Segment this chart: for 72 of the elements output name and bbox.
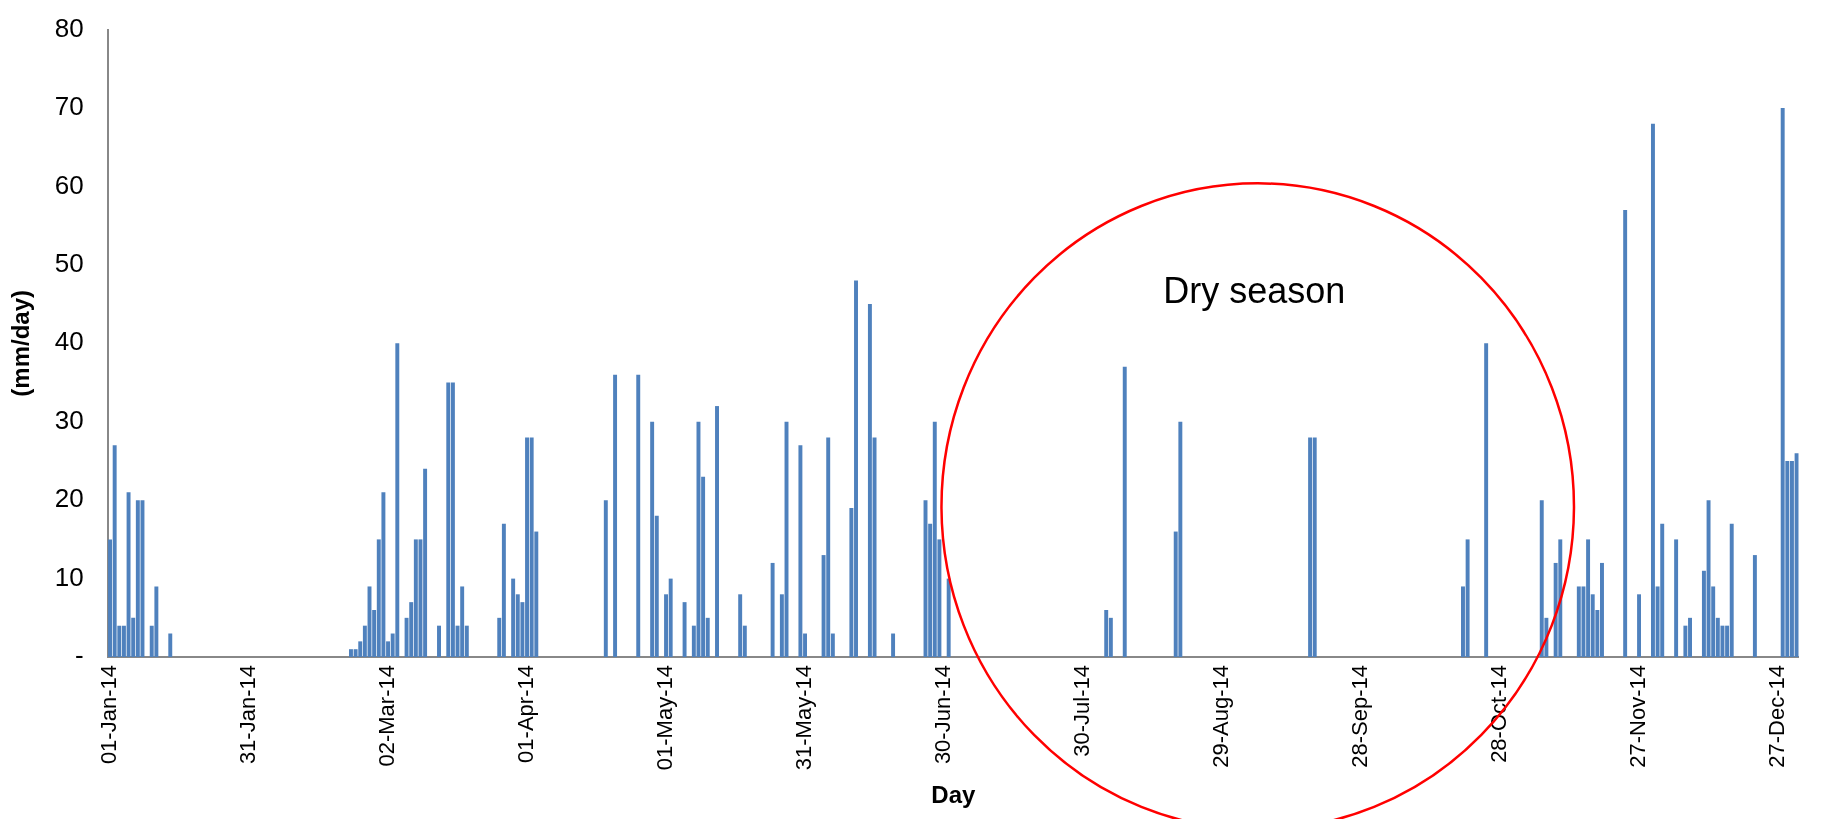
bar bbox=[126, 492, 131, 658]
x-tick-label: 29-Aug-14 bbox=[1208, 665, 1234, 768]
bar bbox=[1312, 437, 1317, 658]
bar bbox=[154, 586, 159, 658]
bar bbox=[1674, 539, 1679, 658]
bar bbox=[798, 445, 803, 658]
bar bbox=[1637, 594, 1642, 658]
bar bbox=[460, 586, 465, 658]
bar bbox=[1178, 421, 1183, 658]
bar bbox=[1484, 343, 1489, 658]
x-tick-label: 01-Apr-14 bbox=[513, 665, 539, 763]
bar bbox=[395, 343, 400, 658]
bar bbox=[1729, 523, 1734, 658]
x-tick-label: 28-Sep-14 bbox=[1347, 665, 1373, 768]
x-tick-label: 01-May-14 bbox=[652, 665, 678, 771]
bar bbox=[1104, 609, 1109, 658]
bar bbox=[668, 578, 673, 658]
bar bbox=[413, 539, 418, 658]
bar bbox=[168, 633, 173, 658]
bar bbox=[511, 578, 516, 658]
x-tick-label: 27-Nov-14 bbox=[1625, 665, 1651, 768]
x-tick-label: 31-Jan-14 bbox=[235, 665, 261, 765]
bar bbox=[1308, 437, 1313, 658]
bar bbox=[1660, 523, 1665, 658]
bar bbox=[437, 625, 441, 658]
y-tick-label: 40 bbox=[54, 326, 84, 357]
bar bbox=[1465, 539, 1470, 658]
bar bbox=[770, 562, 775, 658]
x-tick-label: 30-Jul-14 bbox=[1069, 665, 1095, 757]
bar bbox=[112, 445, 117, 658]
x-tick-label: 27-Dec-14 bbox=[1764, 665, 1790, 768]
y-tick-label: 80 bbox=[54, 12, 84, 43]
bar bbox=[650, 421, 655, 658]
y-tick-label: - bbox=[75, 640, 84, 671]
bar bbox=[1539, 500, 1544, 658]
x-axis-title: Day bbox=[931, 781, 976, 809]
bar bbox=[891, 633, 896, 658]
y-tick-label: 70 bbox=[54, 91, 84, 122]
bar bbox=[381, 492, 386, 658]
bar bbox=[423, 468, 428, 658]
bar bbox=[1122, 366, 1127, 658]
bar bbox=[1576, 586, 1581, 658]
bar bbox=[603, 500, 608, 658]
bar bbox=[682, 602, 687, 658]
bar bbox=[1558, 539, 1563, 658]
bar bbox=[446, 382, 451, 658]
x-tick-label: 28-Oct-14 bbox=[1486, 665, 1512, 763]
annotation: Dry season bbox=[1163, 270, 1346, 312]
bar bbox=[1780, 108, 1785, 658]
x-tick-label: 31-May-14 bbox=[791, 665, 817, 771]
bar bbox=[826, 437, 831, 658]
y-tick-label: 10 bbox=[54, 561, 84, 592]
bar bbox=[1623, 209, 1628, 658]
x-tick-label: 02-Mar-14 bbox=[374, 665, 400, 767]
y-tick-label: 30 bbox=[54, 404, 84, 435]
bar bbox=[946, 578, 951, 658]
bar bbox=[613, 374, 618, 658]
y-tick-label: 50 bbox=[54, 248, 84, 279]
bar bbox=[636, 374, 641, 658]
y-tick-label: 60 bbox=[54, 169, 84, 200]
y-tick-label: 20 bbox=[54, 483, 84, 514]
bar bbox=[135, 500, 140, 658]
bar bbox=[738, 594, 743, 658]
bar bbox=[932, 421, 937, 658]
bar bbox=[501, 523, 506, 658]
y-axis-title: (mm/day) bbox=[7, 289, 35, 397]
bar bbox=[1706, 500, 1711, 658]
x-tick-label: 30-Jun-14 bbox=[930, 665, 956, 765]
bar bbox=[1752, 555, 1757, 658]
x-tick-label: 01-Jan-14 bbox=[96, 665, 122, 765]
bar bbox=[715, 406, 719, 658]
bar bbox=[529, 437, 534, 658]
